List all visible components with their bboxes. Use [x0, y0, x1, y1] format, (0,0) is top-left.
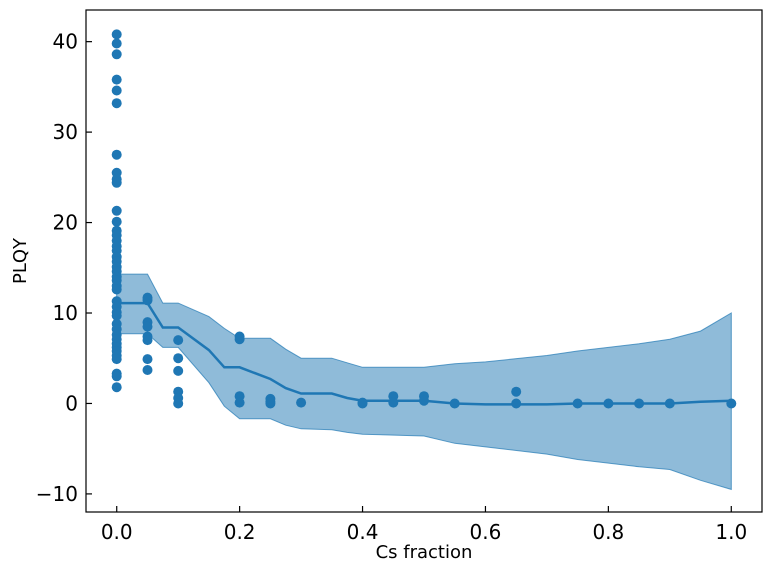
data-point [111, 205, 122, 216]
data-point [634, 398, 645, 409]
data-point [111, 371, 122, 382]
data-point [419, 395, 429, 406]
confidence-band-layer [116, 273, 732, 491]
data-point [296, 397, 307, 408]
data-point [265, 398, 276, 409]
data-point [511, 386, 522, 397]
data-point [173, 365, 184, 376]
axes-frame [85, 9, 763, 513]
x-tick-label: 0.4 [347, 520, 379, 544]
x-axis-label: Cs fraction [376, 542, 473, 563]
data-point [111, 284, 122, 295]
data-point [111, 177, 122, 188]
data-point [111, 38, 122, 49]
data-point [572, 398, 583, 409]
y-axis-ticks: −10 0 10 20 30 40 [36, 30, 92, 506]
data-point [142, 354, 153, 365]
x-tick-label: 0.0 [101, 520, 133, 544]
y-tick-label: 20 [53, 211, 78, 235]
y-tick-label: 40 [53, 30, 78, 54]
data-point [511, 398, 522, 409]
data-point [111, 310, 122, 321]
x-tick-label: 1.0 [715, 520, 747, 544]
x-axis-ticks: 0.0 0.2 0.4 0.6 0.8 1.0 [101, 506, 747, 544]
plot-area [111, 29, 737, 491]
data-point [173, 398, 184, 409]
data-point [603, 398, 614, 409]
data-point [173, 353, 184, 364]
y-axis-label: PLQY [10, 237, 31, 284]
x-tick-label: 0.6 [470, 520, 502, 544]
data-point [388, 397, 399, 408]
data-point [111, 85, 122, 96]
data-point [664, 398, 675, 409]
data-point [111, 98, 122, 109]
y-tick-label: 30 [53, 120, 78, 144]
data-point [111, 149, 122, 160]
x-tick-label: 0.8 [592, 520, 624, 544]
data-point [726, 398, 737, 409]
data-point [142, 295, 153, 306]
data-point [142, 365, 153, 375]
data-point [173, 335, 184, 346]
y-tick-label: 0 [65, 391, 78, 415]
y-tick-label: −10 [36, 482, 78, 506]
data-point [111, 382, 122, 393]
data-point [111, 29, 122, 40]
data-point [234, 334, 245, 345]
data-point [111, 74, 122, 85]
data-point [234, 397, 245, 408]
y-tick-label: 10 [53, 301, 78, 325]
scatter-points-layer [111, 29, 737, 409]
data-point [142, 321, 153, 332]
x-tick-label: 0.2 [224, 520, 256, 544]
data-point [111, 49, 122, 60]
data-point [111, 354, 122, 365]
data-point [142, 335, 153, 346]
confidence-band [116, 273, 732, 491]
data-point [111, 216, 122, 227]
data-point [357, 398, 368, 409]
data-point [449, 398, 460, 409]
